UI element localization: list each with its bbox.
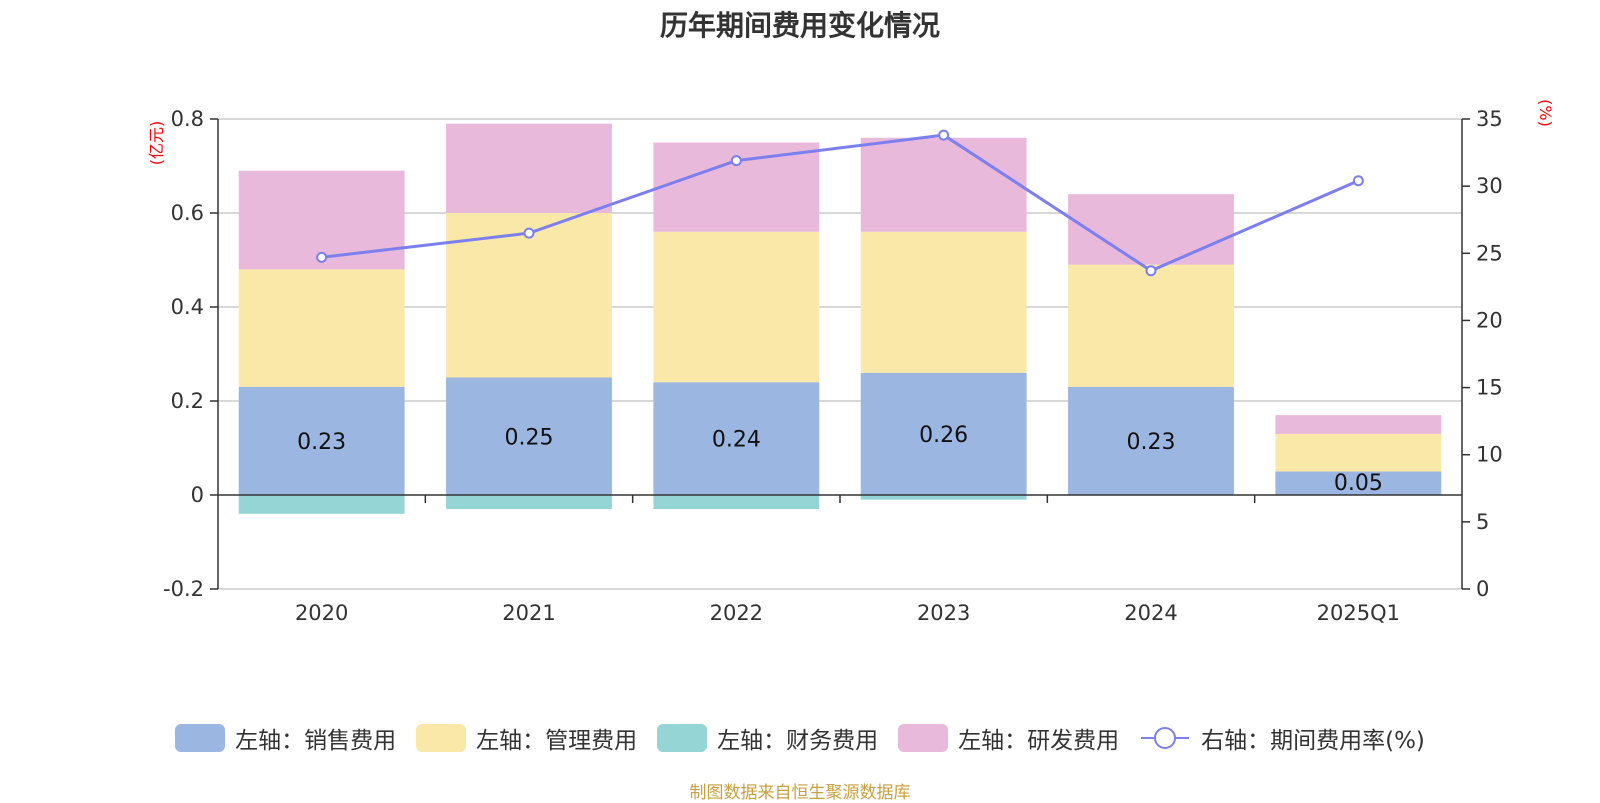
right-axis-unit: (%) bbox=[1536, 99, 1555, 127]
right-tick-label: 25 bbox=[1476, 241, 1503, 265]
bar-segment bbox=[1068, 194, 1234, 265]
legend-label: 左轴：财务费用 bbox=[717, 728, 879, 754]
x-tick-label: 2022 bbox=[710, 601, 763, 625]
legend: 左轴：销售费用 左轴：管理费用 左轴：财务费用 左轴：研发费用 右轴：期间费用率(%) bbox=[0, 720, 1600, 756]
x-tick-label: 2023 bbox=[917, 601, 970, 625]
right-tick-label: 20 bbox=[1476, 308, 1503, 332]
bar-data-label: 0.05 bbox=[1334, 471, 1383, 496]
legend-swatch bbox=[416, 724, 467, 752]
legend-label: 左轴：研发费用 bbox=[958, 728, 1120, 754]
bar-segment bbox=[238, 495, 405, 514]
bar-data-label: 0.23 bbox=[297, 430, 346, 455]
rate-point bbox=[938, 129, 950, 141]
legend-item[interactable]: 左轴：销售费用 bbox=[175, 721, 396, 755]
rate-line bbox=[321, 133, 1359, 273]
bar-segment bbox=[860, 372, 1027, 495]
right-tick-label: 5 bbox=[1476, 510, 1489, 534]
bar-segment bbox=[860, 137, 1027, 232]
right-tick-label: 30 bbox=[1476, 174, 1503, 198]
legend-line-marker bbox=[1141, 727, 1190, 749]
bar-segment bbox=[446, 495, 612, 510]
rate-point bbox=[1352, 175, 1364, 187]
legend-item[interactable]: 左轴：财务费用 bbox=[657, 721, 878, 755]
bar-data-label: 0.26 bbox=[919, 423, 968, 448]
bar-segment bbox=[1275, 433, 1442, 472]
right-tick-label: 35 bbox=[1476, 107, 1503, 131]
x-tick-label: 2021 bbox=[502, 601, 555, 625]
rate-point bbox=[1145, 265, 1157, 277]
legend-item[interactable]: 左轴：管理费用 bbox=[416, 721, 637, 755]
bar-segment bbox=[1068, 264, 1234, 387]
legend-item[interactable]: 左轴：研发费用 bbox=[898, 721, 1119, 755]
bar-segment bbox=[653, 231, 820, 383]
bar-segment bbox=[860, 231, 1027, 373]
left-tick-label: 0.6 bbox=[171, 201, 204, 225]
left-tick-label: 0 bbox=[191, 483, 204, 507]
bar-segment bbox=[653, 495, 820, 510]
left-tick-label: 0.4 bbox=[171, 295, 204, 319]
x-tick-label: 2025Q1 bbox=[1317, 601, 1400, 625]
legend-label: 右轴：期间费用率(%) bbox=[1201, 728, 1425, 754]
left-axis-unit: (亿元) bbox=[147, 121, 166, 166]
rate-point bbox=[730, 155, 742, 167]
right-tick-label: 0 bbox=[1476, 577, 1489, 601]
x-tick-label: 2024 bbox=[1124, 601, 1177, 625]
bar-data-label: 0.25 bbox=[505, 425, 554, 450]
left-tick-label: 0.2 bbox=[171, 389, 204, 413]
rate-point bbox=[523, 227, 535, 239]
bar-segment bbox=[238, 386, 405, 495]
bar-data-label: 0.24 bbox=[712, 428, 761, 453]
bar-segment bbox=[1275, 471, 1442, 495]
rate-point bbox=[316, 251, 328, 263]
right-tick-label: 10 bbox=[1476, 443, 1503, 467]
left-tick-label: -0.2 bbox=[163, 577, 204, 601]
legend-swatch bbox=[657, 724, 708, 752]
bar-segment bbox=[860, 495, 1027, 500]
legend-swatch bbox=[175, 724, 226, 752]
bar-segment bbox=[446, 123, 612, 213]
legend-label: 左轴：管理费用 bbox=[476, 728, 638, 754]
right-tick-label: 15 bbox=[1476, 376, 1503, 400]
bar-segment bbox=[1275, 415, 1442, 434]
left-tick-label: 0.8 bbox=[171, 107, 204, 131]
bar-data-label: 0.23 bbox=[1127, 430, 1176, 455]
x-tick-label: 2020 bbox=[295, 601, 348, 625]
bar-segment bbox=[446, 377, 612, 495]
legend-label: 左轴：销售费用 bbox=[235, 728, 397, 754]
legend-swatch bbox=[898, 724, 949, 752]
bar-segment bbox=[1068, 386, 1234, 495]
source-note: 制图数据来自恒生聚源数据库 bbox=[689, 783, 911, 803]
legend-item[interactable]: 右轴：期间费用率(%) bbox=[1139, 721, 1425, 755]
bar-segment bbox=[653, 382, 820, 495]
bar-segment bbox=[238, 269, 405, 387]
chart-title: 历年期间费用变化情况 bbox=[659, 9, 940, 42]
